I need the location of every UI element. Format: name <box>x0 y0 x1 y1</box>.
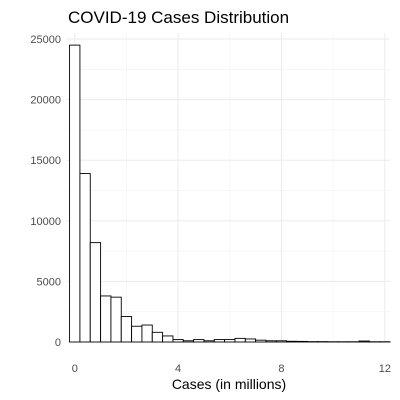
x-tick-label: 4 <box>175 363 181 375</box>
histogram-bar <box>151 331 164 343</box>
histogram-bar <box>255 339 267 343</box>
histogram-bar <box>131 325 143 343</box>
histogram-bar <box>296 340 308 343</box>
histogram-bar <box>172 339 184 343</box>
histogram-bar <box>110 296 122 343</box>
x-axis-tick-labels: 0 4 8 12 <box>72 363 391 375</box>
histogram-bars <box>69 44 391 343</box>
y-tick-label: 0 <box>55 337 61 349</box>
x-tick-label: 0 <box>72 363 78 375</box>
histogram-bar <box>275 340 288 343</box>
histogram-bar <box>213 339 226 343</box>
x-axis-title: Cases (in millions) <box>172 376 286 392</box>
histogram-bar <box>358 340 370 343</box>
x-tick-label: 8 <box>278 363 284 375</box>
y-axis-tick-labels: 0 5000 10000 15000 20000 25000 <box>30 34 61 349</box>
chart-title: COVID-19 Cases Distribution <box>68 8 289 27</box>
x-tick-label: 12 <box>379 363 391 375</box>
histogram-bar <box>182 340 195 343</box>
histogram-bar <box>100 295 112 343</box>
histogram-bar <box>120 316 133 343</box>
histogram-bar <box>162 335 174 343</box>
y-tick-label: 5000 <box>37 276 61 288</box>
y-tick-label: 25000 <box>30 34 61 46</box>
histogram-bar <box>193 339 205 343</box>
histogram-bar <box>203 340 215 343</box>
histogram-bar <box>141 324 153 343</box>
histogram-bar <box>89 242 102 343</box>
grid-lines <box>67 33 390 343</box>
histogram-bar <box>286 340 298 343</box>
histogram-bar <box>224 339 236 343</box>
histogram-bar <box>69 44 81 343</box>
y-tick-label: 15000 <box>30 155 61 167</box>
histogram-bar <box>234 337 246 343</box>
y-tick-label: 20000 <box>30 95 61 107</box>
histogram-bar <box>79 173 91 343</box>
histogram-bar <box>265 340 277 343</box>
y-tick-label: 10000 <box>30 216 61 228</box>
histogram-bar <box>244 338 257 343</box>
